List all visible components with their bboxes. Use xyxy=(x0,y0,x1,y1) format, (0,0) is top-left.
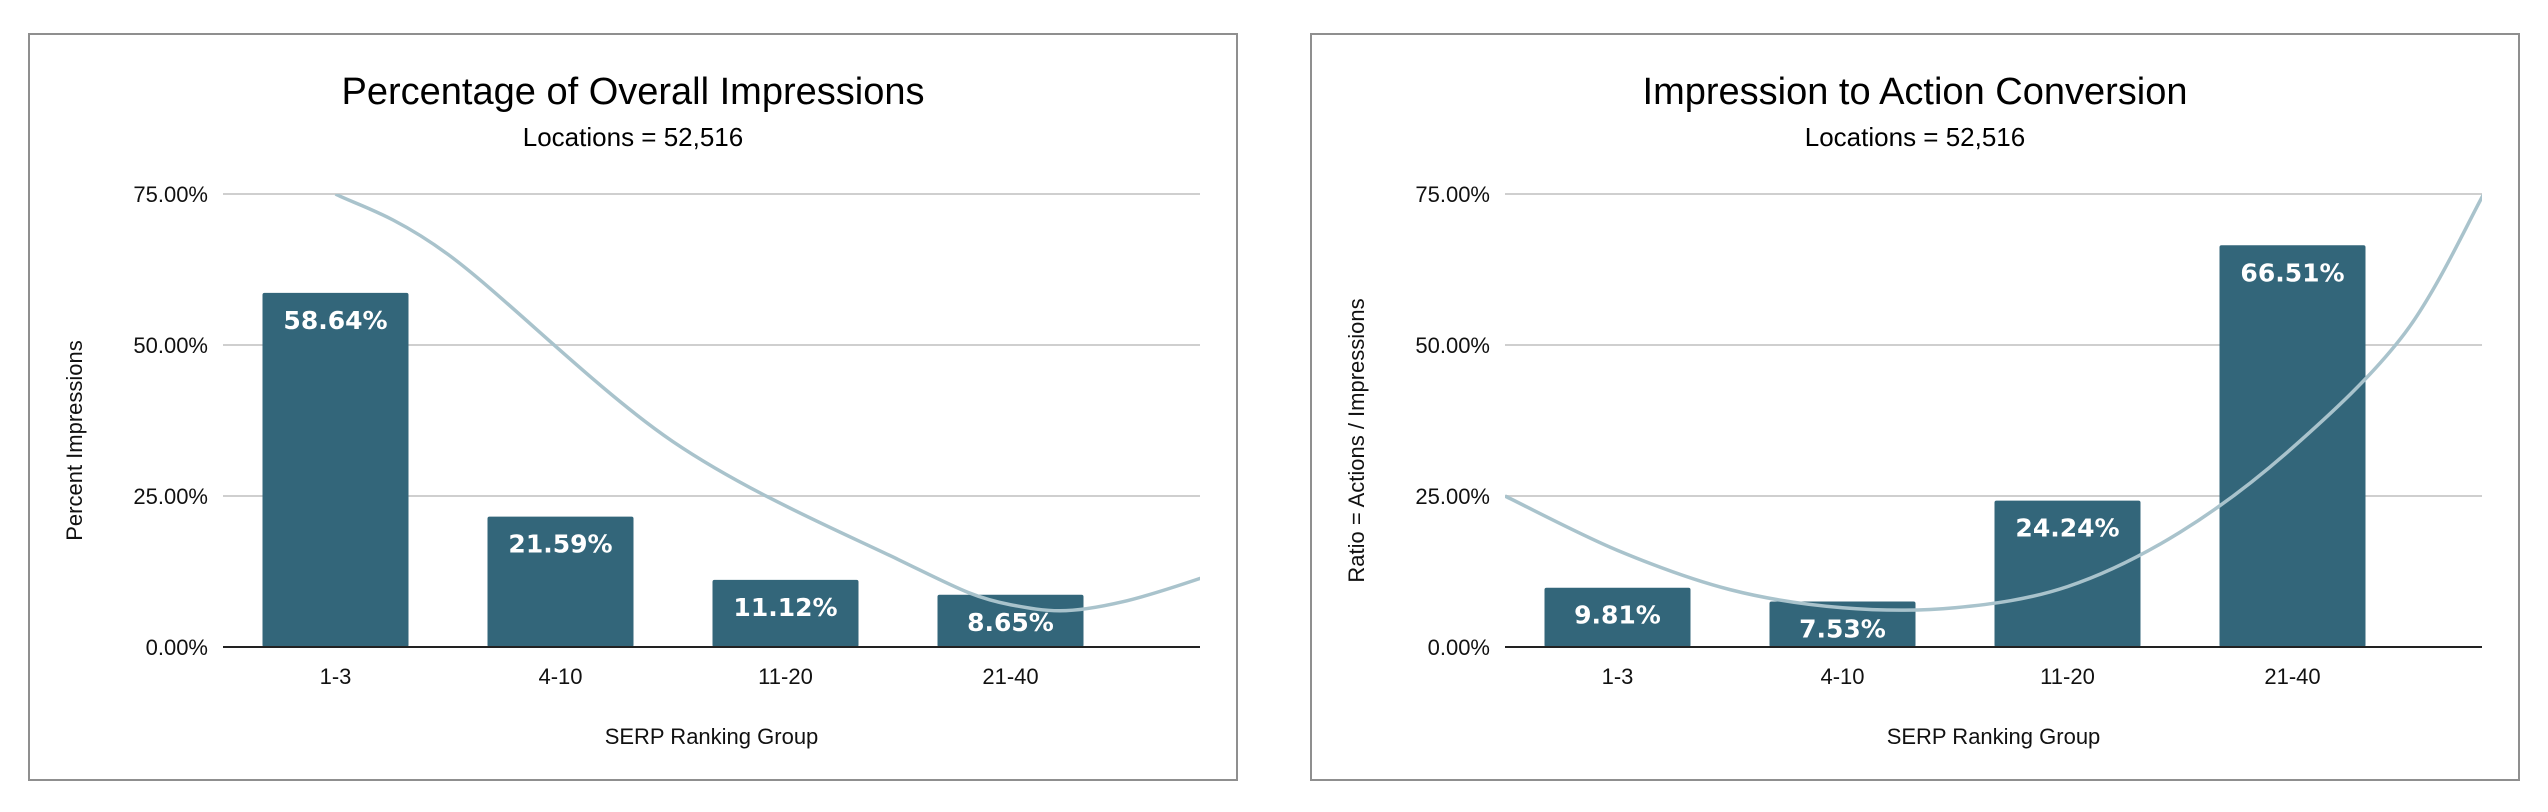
x-tick-label: 4-10 xyxy=(1820,664,1864,689)
x-tick-label: 4-10 xyxy=(538,664,582,689)
bar xyxy=(487,516,634,647)
y-axis-title: Ratio = Actions / Impressions xyxy=(1344,298,1369,582)
y-tick-label: 0.00% xyxy=(146,635,208,660)
impressions-chart-panel: Percentage of Overall Impressions Locati… xyxy=(28,33,1238,781)
bar xyxy=(1544,587,1691,647)
x-tick-label: 21-40 xyxy=(982,664,1038,689)
data-label: 66.51% xyxy=(2240,258,2344,287)
data-label: 8.65% xyxy=(967,608,1054,637)
y-tick-label: 50.00% xyxy=(1415,333,1490,358)
y-tick-label: 25.00% xyxy=(1415,484,1490,509)
conversion-chart-panel: Impression to Action Conversion Location… xyxy=(1310,33,2520,781)
y-tick-label: 50.00% xyxy=(133,333,208,358)
x-axis-title: SERP Ranking Group xyxy=(605,724,819,749)
chart-title: Percentage of Overall Impressions xyxy=(342,71,925,113)
trendline xyxy=(1505,194,2482,612)
x-tick-label: 11-20 xyxy=(758,664,813,689)
chart-subtitle: Locations = 52,516 xyxy=(523,122,743,152)
chart-title: Impression to Action Conversion xyxy=(1643,71,2188,113)
bar xyxy=(937,594,1084,647)
x-tick-label: 21-40 xyxy=(2264,664,2320,689)
x-tick-label: 11-20 xyxy=(2040,664,2095,689)
y-tick-label: 25.00% xyxy=(133,484,208,509)
bar xyxy=(712,579,859,647)
data-label: 24.24% xyxy=(2015,514,2119,543)
data-label: 11.12% xyxy=(733,593,837,622)
data-label: 9.81% xyxy=(1574,601,1661,630)
data-label: 7.53% xyxy=(1799,615,1886,644)
y-tick-label: 75.00% xyxy=(1415,182,1490,207)
x-tick-label: 1-3 xyxy=(320,664,352,689)
bar xyxy=(1769,601,1916,647)
y-tick-label: 75.00% xyxy=(133,182,208,207)
bar xyxy=(262,292,409,647)
data-label: 21.59% xyxy=(508,530,612,559)
chart-subtitle: Locations = 52,516 xyxy=(1805,122,2025,152)
bar xyxy=(1994,500,2141,647)
y-tick-label: 0.00% xyxy=(1428,635,1490,660)
impressions-chart: Percentage of Overall Impressions Locati… xyxy=(62,71,1200,749)
x-tick-label: 1-3 xyxy=(1602,664,1634,689)
y-axis-title: Percent Impressions xyxy=(62,340,87,541)
data-label: 58.64% xyxy=(283,306,387,335)
trendline xyxy=(334,194,1200,613)
x-axis-title: SERP Ranking Group xyxy=(1887,724,2101,749)
conversion-chart: Impression to Action Conversion Location… xyxy=(1344,71,2482,749)
